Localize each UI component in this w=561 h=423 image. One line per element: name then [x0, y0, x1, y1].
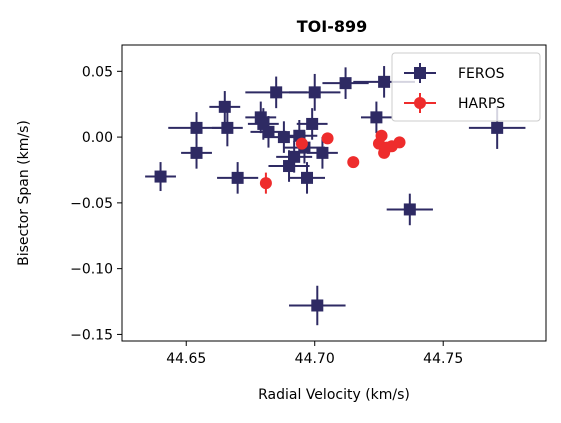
feros-data-point [360, 101, 392, 134]
y-tick-label: 0.00 [82, 130, 113, 146]
harps-data-point [375, 129, 388, 142]
legend: FEROS HARPS [391, 52, 541, 122]
circle-marker [347, 156, 360, 169]
square-marker [231, 171, 244, 184]
y-tick-label: −0.10 [70, 262, 113, 278]
square-marker [270, 86, 283, 99]
legend-item-harps: HARPS [404, 93, 505, 113]
square-marker [403, 203, 416, 216]
square-marker [262, 125, 275, 138]
x-tick-label: 44.75 [423, 351, 463, 367]
feros-data-point [322, 67, 369, 99]
plot-area-frame [121, 44, 547, 342]
feros-data-point [289, 73, 341, 111]
square-marker [154, 170, 167, 183]
harps-data-point [259, 172, 272, 194]
square-marker [316, 146, 329, 159]
y-axis-label: Bisector Span (km/s) [16, 120, 32, 266]
x-tick-label: 44.65 [166, 351, 206, 367]
circle-marker [321, 132, 334, 145]
circle-marker [393, 136, 406, 149]
feros-data-point [468, 106, 526, 149]
series-harps [259, 129, 406, 194]
feros-data-point [386, 193, 433, 226]
harps-data-point [393, 136, 406, 149]
square-marker [306, 117, 319, 130]
legend-label: HARPS [458, 96, 505, 112]
square-marker [378, 75, 391, 88]
square-marker [311, 299, 324, 312]
feros-data-point [211, 109, 243, 147]
circle-marker [295, 137, 308, 150]
legend-circle-marker [414, 97, 426, 109]
harps-data-point [295, 137, 308, 150]
legend-label: FEROS [458, 66, 505, 82]
feros-data-point [276, 141, 313, 173]
feros-data-point [296, 108, 328, 140]
x-axis: 44.65 44.70 44.75 [166, 341, 463, 367]
square-marker [301, 171, 314, 184]
chart-title: TOI-899 [297, 17, 368, 36]
square-marker [288, 150, 301, 163]
legend-item-feros: FEROS [404, 63, 505, 83]
harps-data-point [347, 156, 360, 169]
square-marker [308, 86, 321, 99]
x-tick-label: 44.70 [295, 351, 335, 367]
feros-data-point [209, 91, 241, 123]
square-marker [283, 160, 296, 173]
square-marker [370, 111, 383, 124]
feros-data-point [181, 137, 212, 169]
square-marker [277, 131, 290, 144]
y-tick-label: −0.15 [70, 327, 113, 343]
feros-data-point [145, 162, 176, 192]
square-marker [190, 121, 203, 134]
feros-data-point [217, 162, 259, 194]
feros-data-point [289, 285, 346, 326]
feros-data-point [289, 162, 326, 194]
square-marker [221, 121, 234, 134]
x-axis-label: Radial Velocity (km/s) [258, 387, 410, 403]
series-feros [145, 66, 526, 326]
harps-data-point [321, 132, 334, 145]
legend-square-marker [414, 67, 426, 79]
feros-data-point [307, 137, 338, 169]
circle-marker [259, 177, 272, 190]
y-tick-label: −0.05 [70, 196, 113, 212]
y-axis: 0.05 0.00 −0.05 −0.10 −0.15 [70, 64, 122, 343]
square-marker [190, 146, 203, 159]
square-marker [491, 121, 504, 134]
y-tick-label: 0.05 [82, 64, 113, 80]
square-marker [218, 100, 231, 113]
square-marker [339, 77, 352, 90]
circle-marker [375, 129, 388, 142]
